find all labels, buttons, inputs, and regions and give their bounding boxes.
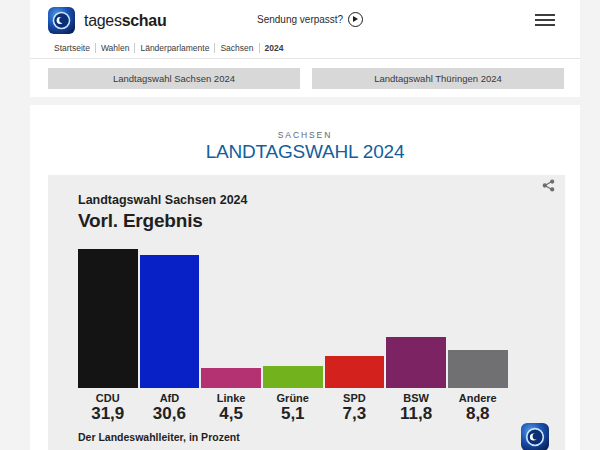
nav-divider (30, 58, 580, 59)
watch-missed-link[interactable]: Sendung verpasst? (257, 12, 363, 27)
breadcrumb-item[interactable]: 2024 (260, 43, 289, 53)
bar-Grüne (263, 366, 323, 388)
election-nav-button[interactable]: Landtagswahl Thüringen 2024 (312, 68, 564, 89)
chart-title: Landtagswahl Sachsen 2024 (78, 193, 248, 207)
main-content: SACHSEN LANDTAGSWAHL 2024 Landtagswahl S… (30, 105, 580, 450)
bar-label: SPD (325, 392, 385, 404)
bar-label: Andere (448, 392, 508, 404)
election-nav: Landtagswahl Sachsen 2024 Landtagswahl Th… (48, 68, 564, 89)
breadcrumb: StartseiteWahlenLänderparlamenteSachsen2… (54, 43, 288, 53)
bar-label: CDU (78, 392, 138, 404)
breadcrumb-item[interactable]: Länderparlamente (135, 43, 214, 53)
bar-SPD (325, 356, 385, 388)
bar-label: Linke (201, 392, 261, 404)
bar-label: AfD (140, 392, 200, 404)
header: tagesschau Sendung verpasst? StartseiteW… (30, 0, 580, 97)
tagesschau-logo[interactable] (48, 7, 75, 34)
play-icon[interactable] (348, 12, 363, 27)
bar-value: 4,5 (201, 404, 261, 424)
bar-BSW (386, 337, 446, 388)
bar-value: 7,3 (325, 404, 385, 424)
bar-Andere (448, 350, 508, 388)
share-icon[interactable] (542, 179, 555, 192)
menu-icon[interactable] (535, 14, 555, 26)
breadcrumb-item[interactable]: Startseite (54, 43, 95, 53)
bar-value: 5,1 (263, 404, 323, 424)
breadcrumb-item[interactable]: Wahlen (96, 43, 135, 53)
bar-AfD (140, 255, 200, 388)
election-nav-button[interactable]: Landtagswahl Sachsen 2024 (48, 68, 300, 89)
tagesschau-watermark-icon (521, 423, 549, 450)
watch-missed-label: Sendung verpasst? (257, 14, 343, 25)
page-title: LANDTAGSWAHL 2024 (30, 141, 580, 163)
brand-wordmark[interactable]: tagesschau (84, 12, 166, 30)
result-chart-card: Landtagswahl Sachsen 2024 Vorl. Ergebnis… (48, 175, 565, 450)
bar-value: 8,8 (448, 404, 508, 424)
bar-value: 31,9 (78, 404, 138, 424)
bar-CDU (78, 249, 138, 388)
bar-Linke (201, 368, 261, 388)
region-kicker: SACHSEN (30, 130, 580, 140)
chart-subtitle: Vorl. Ergebnis (78, 210, 203, 232)
breadcrumb-item[interactable]: Sachsen (215, 43, 258, 53)
bar-value: 30,6 (140, 404, 200, 424)
bar-label: BSW (386, 392, 446, 404)
chart-source: Der Landeswahlleiter, in Prozent (78, 431, 240, 443)
bar-label: Grüne (263, 392, 323, 404)
bar-value: 11,8 (386, 404, 446, 424)
